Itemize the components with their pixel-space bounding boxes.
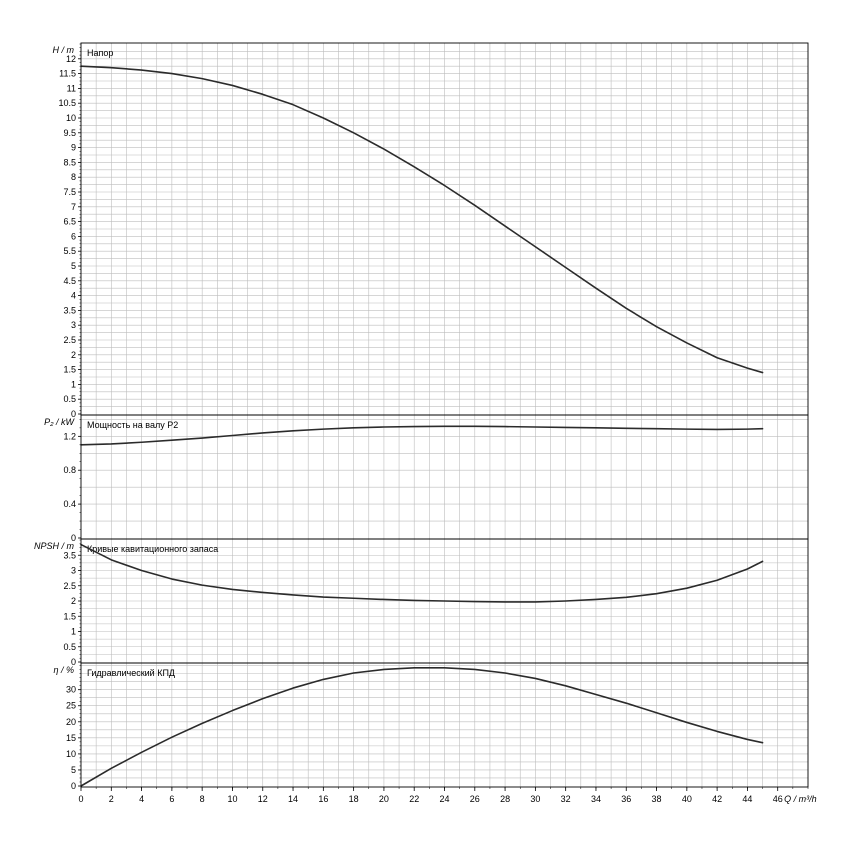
y-tick-label: 1	[71, 379, 76, 389]
y-tick-label: 3.5	[63, 305, 76, 315]
y-tick-label: 0.8	[63, 465, 76, 475]
x-tick-label: 40	[682, 794, 692, 804]
x-tick-label: 28	[500, 794, 510, 804]
y-tick-label: 3.5	[63, 550, 76, 560]
y-tick-label: 0.5	[63, 642, 76, 652]
x-tick-label: 16	[318, 794, 328, 804]
y-tick-label: 11	[67, 83, 76, 93]
y-tick-label: 30	[66, 685, 76, 695]
y-tick-label: 10.5	[58, 98, 76, 108]
x-tick-label: 0	[78, 794, 83, 804]
x-tick-label: 12	[258, 794, 268, 804]
y-tick-label: 4	[71, 291, 76, 301]
y-tick-label: 2	[71, 596, 76, 606]
x-tick-label: 10	[227, 794, 237, 804]
x-axis: 0 2 4 6 8 10 12 14 16 18 20 22 24 26 28 30 32 34 36 38 40 42 4…	[78, 787, 817, 804]
y-tick-label: 4.5	[63, 276, 76, 286]
y-tick-label: 8.5	[63, 157, 76, 167]
y-tick-label: 2	[71, 350, 76, 360]
x-tick-label: 20	[379, 794, 389, 804]
panel-title: Мощность на валу P2	[87, 420, 178, 430]
panel-head: 00.511.522.533.544.555.566.577.588.599.5…	[53, 42, 809, 419]
panel-title: Гидравлический КПД	[87, 668, 175, 678]
x-tick-label: 32	[561, 794, 571, 804]
x-tick-label: 14	[288, 794, 298, 804]
y-tick-label: 1.2	[63, 431, 76, 441]
x-tick-label: 6	[169, 794, 174, 804]
y-tick-label: 0	[71, 409, 76, 419]
y-tick-label: 0.5	[63, 394, 76, 404]
x-axis-label: Q / m³/h	[784, 794, 817, 804]
y-tick-label: 12	[66, 54, 76, 64]
curve-npsh	[80, 543, 764, 603]
y-tick-label: 3	[71, 320, 76, 330]
y-tick-label: 5	[71, 261, 76, 271]
y-tick-label: 3	[71, 566, 76, 576]
y-tick-label: 7	[71, 202, 76, 212]
x-tick-label: 4	[139, 794, 144, 804]
panel-layer: 00.511.522.533.544.555.566.577.588.599.5…	[34, 42, 809, 791]
y-tick-label: 1.5	[63, 365, 76, 375]
y-tick-label: 7.5	[63, 187, 76, 197]
curve-power	[80, 425, 764, 446]
y-axis-label: H / m	[53, 45, 75, 55]
y-axis-label: η / %	[53, 665, 74, 675]
y-axis-label: NPSH / m	[34, 541, 75, 551]
x-tick-label: 18	[349, 794, 359, 804]
y-tick-label: 9	[71, 143, 76, 153]
y-tick-label: 10	[66, 113, 76, 123]
x-tick-label: 44	[742, 794, 752, 804]
x-tick-label: 26	[470, 794, 480, 804]
y-tick-label: 9.5	[63, 128, 76, 138]
y-axis-label: P₂ / kW	[44, 417, 75, 427]
y-tick-label: 10	[66, 749, 76, 759]
curve-efficiency	[80, 667, 764, 787]
x-tick-label: 2	[109, 794, 114, 804]
y-tick-label: 0	[71, 657, 76, 667]
y-tick-label: 2.5	[63, 335, 76, 345]
y-tick-label: 20	[66, 717, 76, 727]
panel-title: Напор	[87, 48, 113, 58]
y-tick-label: 6	[71, 231, 76, 241]
x-tick-label: 30	[530, 794, 540, 804]
panel-power: 0 0.4 0.8 1.2 P₂ / kW Мощность на валу P2	[44, 414, 809, 543]
x-tick-label: 34	[591, 794, 601, 804]
y-tick-label: 5	[71, 765, 76, 775]
x-tick-label: 42	[712, 794, 722, 804]
y-tick-label: 0.4	[63, 499, 76, 509]
y-tick-label: 25	[66, 701, 76, 711]
x-tick-label: 46	[773, 794, 783, 804]
x-tick-label: 22	[409, 794, 419, 804]
y-tick-label: 8	[71, 172, 76, 182]
y-tick-label: 15	[66, 733, 76, 743]
x-tick-label: 8	[200, 794, 205, 804]
y-tick-label: 2.5	[63, 581, 76, 591]
y-tick-label: 11.5	[59, 69, 76, 79]
y-tick-label: 0	[71, 781, 76, 791]
x-tick-label: 38	[652, 794, 662, 804]
x-tick-label: 36	[621, 794, 631, 804]
x-tick-label: 24	[439, 794, 449, 804]
panel-title: Кривые кавитационного запаса	[87, 544, 218, 554]
y-tick-label: 6.5	[63, 217, 76, 227]
y-tick-label: 0	[71, 533, 76, 543]
y-tick-label: 5.5	[63, 246, 76, 256]
y-tick-label: 1	[71, 627, 76, 637]
curve-head	[80, 65, 764, 374]
panel-efficiency: 0 5 10 15 20 25 30 η / % Гидравлический КПД	[53, 662, 809, 791]
y-tick-label: 1.5	[63, 611, 76, 621]
